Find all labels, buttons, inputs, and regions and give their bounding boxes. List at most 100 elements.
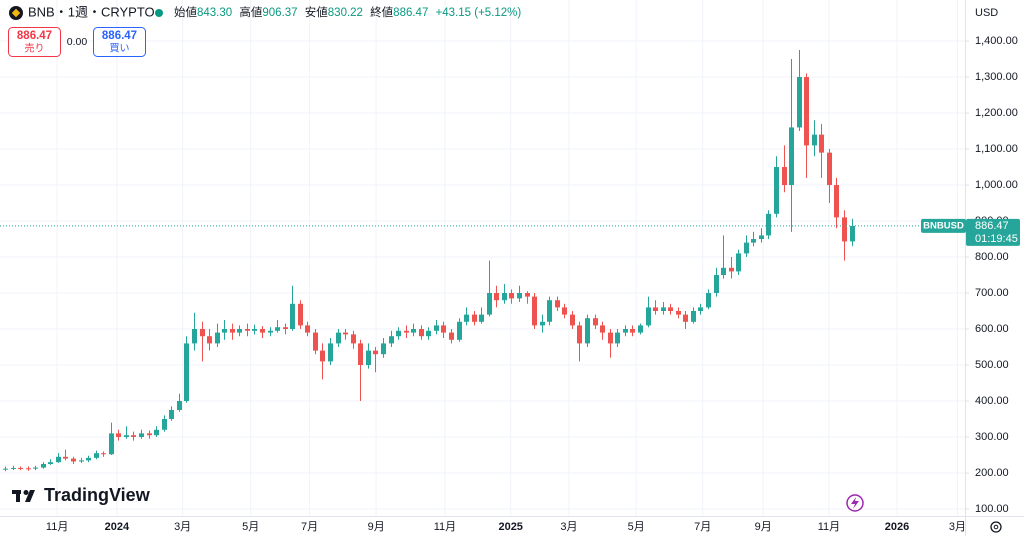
x-tick-label: 7月: [301, 521, 318, 533]
settings-icon[interactable]: [993, 524, 999, 530]
candle-body: [850, 225, 855, 242]
ohlc-header: 始値843.30 高値906.37 安値830.22 終値886.47 +43.…: [174, 5, 521, 19]
candle-body: [162, 418, 167, 430]
candle-body: [517, 293, 522, 299]
candle-body: [230, 329, 235, 333]
candle-body: [698, 307, 703, 312]
candle-body: [562, 307, 567, 315]
candle-body: [252, 329, 257, 331]
candle-body: [41, 463, 46, 468]
candle-body: [744, 242, 749, 254]
countdown-text: 01:19:45: [975, 233, 1018, 245]
buy-price[interactable]: 886.47: [102, 30, 137, 42]
candle-body: [449, 332, 454, 340]
candle-body: [668, 307, 673, 312]
spread: 0.00: [67, 36, 88, 48]
candle-body: [11, 467, 16, 469]
sell-button[interactable]: 886.47 売り: [8, 27, 61, 57]
candle-body: [200, 329, 205, 337]
y-tick-label: 1,100.00: [975, 143, 1018, 155]
x-tick-label: 3月: [949, 521, 966, 533]
candle-body: [48, 462, 53, 464]
candle-body: [313, 332, 318, 351]
candle-body: [426, 330, 431, 337]
candle-body: [729, 267, 734, 272]
buy-button[interactable]: 886.47 買い: [93, 27, 146, 57]
candle-body: [207, 336, 212, 344]
sell-label[interactable]: 売り: [25, 42, 45, 55]
x-tick-label: 3月: [174, 521, 191, 533]
candle-body: [577, 325, 582, 344]
candle-body: [600, 325, 605, 333]
candle-body: [343, 332, 348, 335]
candle-body: [3, 468, 8, 470]
y-tick-label: 800.00: [975, 251, 1009, 263]
symbol-title: BNB・1週・CRYPTO: [28, 4, 155, 19]
candle-body: [71, 458, 76, 462]
y-tick-label: 1,300.00: [975, 71, 1018, 83]
candle-body: [411, 329, 416, 333]
candle-body: [260, 329, 265, 333]
candle-body: [812, 134, 817, 146]
candle-body: [434, 325, 439, 331]
logo-glyph: [16, 490, 20, 502]
candle-body: [275, 327, 280, 331]
candle-body: [630, 329, 635, 333]
logo: TradingView: [12, 485, 151, 505]
candle-body: [646, 307, 651, 326]
close-label: 終値: [370, 5, 393, 19]
candle-body: [184, 343, 189, 401]
candle-body: [131, 435, 136, 437]
candle-body: [169, 409, 174, 419]
candle-body: [441, 325, 446, 333]
x-tick-label: 11月: [818, 521, 840, 533]
candle-body: [290, 303, 295, 330]
x-tick-label: 9月: [368, 521, 385, 533]
candle-body: [502, 293, 507, 301]
low-value: 830.22: [328, 7, 363, 19]
candle-body: [608, 332, 613, 344]
candle-body: [222, 329, 227, 333]
y-tick-label: 500.00: [975, 359, 1009, 371]
candle-body: [351, 334, 356, 344]
price-badge: [966, 218, 1020, 246]
candles: [0, 50, 965, 472]
high-label: 高値: [239, 5, 262, 19]
candle-body: [472, 314, 477, 322]
candle-body: [532, 296, 537, 326]
candle-body: [192, 329, 197, 344]
candle-body: [79, 460, 84, 462]
open-label: 始値: [174, 5, 197, 19]
buy-label[interactable]: 買い: [110, 43, 130, 55]
candle-body: [237, 329, 242, 333]
event-icon-bolt[interactable]: [851, 497, 859, 509]
settings-icon[interactable]: [990, 521, 1002, 533]
candle-body: [615, 332, 620, 344]
candle-body: [389, 336, 394, 344]
candle-body: [381, 343, 386, 355]
close-value: 886.47: [393, 7, 428, 19]
price-badge-text: 886.47: [975, 220, 1009, 232]
sell-box[interactable]: [8, 27, 61, 57]
market-status: [155, 9, 163, 17]
axes: 100.00 200.00 300.00 400.00 500.00 600.00 700.…: [46, 35, 1020, 533]
candle-body: [63, 456, 68, 459]
candle-body: [366, 350, 371, 365]
candle-body: [766, 213, 771, 236]
candle-body: [782, 167, 787, 186]
grid: [0, 0, 965, 516]
candle-body: [774, 167, 779, 214]
buy-box[interactable]: [93, 27, 146, 57]
candle-body: [396, 330, 401, 337]
x-tick-label: 3月: [560, 521, 577, 533]
currency[interactable]: USD: [975, 7, 998, 19]
candle-body: [373, 350, 378, 355]
y-tick-label: 100.00: [975, 503, 1009, 515]
candle-body: [585, 318, 590, 344]
sell-price[interactable]: 886.47: [17, 30, 52, 42]
candle-body: [56, 456, 61, 463]
candle-body: [638, 325, 643, 333]
candle-body: [177, 400, 182, 410]
candle-body: [547, 300, 552, 322]
